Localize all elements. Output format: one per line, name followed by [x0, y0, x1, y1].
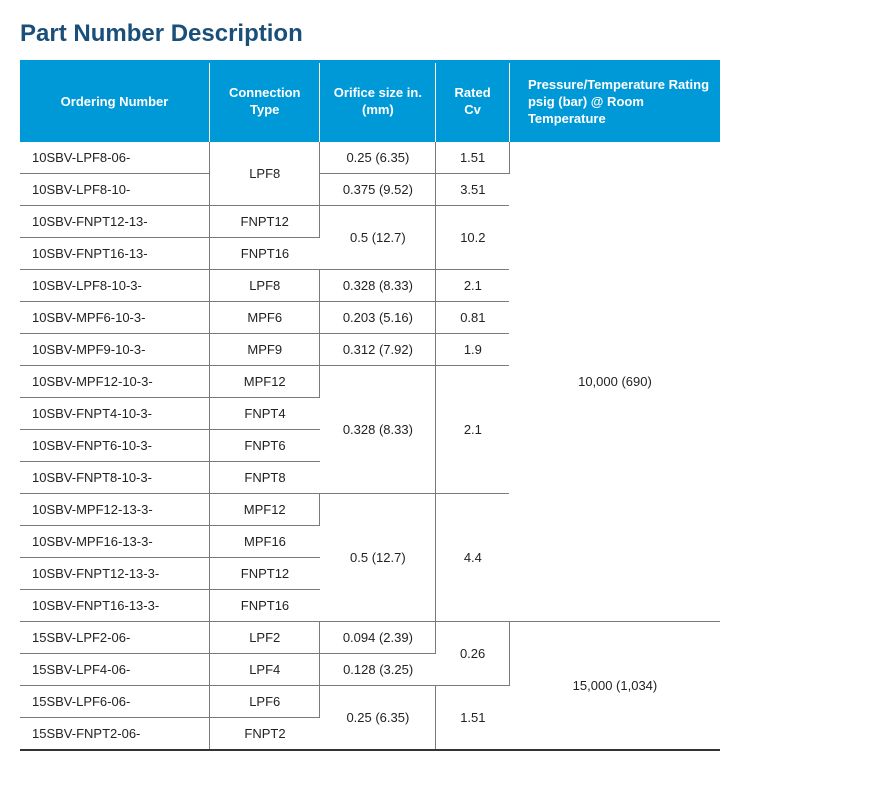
cell-cv: 2.1: [436, 269, 510, 301]
cell-orif: 0.128 (3.25): [320, 653, 436, 685]
col-connection: Connection Type: [209, 62, 320, 142]
cell-order: 10SBV-FNPT4-10-3-: [20, 397, 209, 429]
cell-conn: FNPT12: [209, 205, 320, 237]
col-ordering: Ordering Number: [20, 62, 209, 142]
cell-orif: 0.25 (6.35): [320, 685, 436, 750]
cell-order: 10SBV-LPF8-06-: [20, 142, 209, 174]
cell-orif: 0.5 (12.7): [320, 493, 436, 621]
cell-conn: LPF2: [209, 621, 320, 653]
cell-orif: 0.328 (8.33): [320, 365, 436, 493]
cell-order: 15SBV-LPF6-06-: [20, 685, 209, 717]
cell-cv: 1.51: [436, 685, 510, 750]
cell-order: 10SBV-FNPT12-13-3-: [20, 557, 209, 589]
cell-order: 10SBV-LPF8-10-: [20, 173, 209, 205]
table-header-row: Ordering Number Connection Type Orifice …: [20, 62, 720, 142]
cell-order: 10SBV-LPF8-10-3-: [20, 269, 209, 301]
cell-conn: FNPT12: [209, 557, 320, 589]
cell-order: 15SBV-LPF2-06-: [20, 621, 209, 653]
cell-order: 10SBV-MPF6-10-3-: [20, 301, 209, 333]
cell-orif: 0.25 (6.35): [320, 142, 436, 174]
cell-cv: 10.2: [436, 205, 510, 269]
cell-order: 10SBV-FNPT12-13-: [20, 205, 209, 237]
cell-pt: 15,000 (1,034): [509, 621, 720, 750]
cell-conn: LPF6: [209, 685, 320, 717]
cell-cv: 4.4: [436, 493, 510, 621]
cell-conn: LPF8: [209, 142, 320, 206]
cell-conn: FNPT4: [209, 397, 320, 429]
cell-orif: 0.203 (5.16): [320, 301, 436, 333]
part-number-table: Ordering Number Connection Type Orifice …: [20, 60, 720, 751]
table-row: 15SBV-LPF2-06- LPF2 0.094 (2.39) 0.26 15…: [20, 621, 720, 653]
cell-conn: FNPT8: [209, 461, 320, 493]
cell-order: 15SBV-FNPT2-06-: [20, 717, 209, 750]
cell-conn: FNPT2: [209, 717, 320, 750]
cell-cv: 0.26: [436, 621, 510, 685]
col-pt: Pressure/Temperature Rating psig (bar) @…: [509, 62, 720, 142]
cell-order: 10SBV-MPF12-10-3-: [20, 365, 209, 397]
cell-conn: MPF16: [209, 525, 320, 557]
cell-orif: 0.375 (9.52): [320, 173, 436, 205]
col-orifice: Orifice size in. (mm): [320, 62, 436, 142]
cell-cv: 1.51: [436, 142, 510, 174]
cell-orif: 0.094 (2.39): [320, 621, 436, 653]
cell-order: 10SBV-FNPT8-10-3-: [20, 461, 209, 493]
cell-order: 10SBV-FNPT6-10-3-: [20, 429, 209, 461]
cell-conn: LPF4: [209, 653, 320, 685]
cell-orif: 0.5 (12.7): [320, 205, 436, 269]
cell-cv: 1.9: [436, 333, 510, 365]
cell-conn: FNPT16: [209, 589, 320, 621]
col-cv: Rated Cv: [436, 62, 510, 142]
cell-order: 10SBV-MPF16-13-3-: [20, 525, 209, 557]
cell-cv: 3.51: [436, 173, 510, 205]
cell-orif: 0.312 (7.92): [320, 333, 436, 365]
cell-order: 15SBV-LPF4-06-: [20, 653, 209, 685]
cell-order: 10SBV-MPF12-13-3-: [20, 493, 209, 525]
cell-order: 10SBV-FNPT16-13-: [20, 237, 209, 269]
cell-conn: MPF12: [209, 365, 320, 397]
table-row: 10SBV-LPF8-06- LPF8 0.25 (6.35) 1.51 10,…: [20, 142, 720, 174]
cell-order: 10SBV-FNPT16-13-3-: [20, 589, 209, 621]
cell-order: 10SBV-MPF9-10-3-: [20, 333, 209, 365]
cell-conn: LPF8: [209, 269, 320, 301]
cell-conn: MPF6: [209, 301, 320, 333]
cell-orif: 0.328 (8.33): [320, 269, 436, 301]
cell-conn: FNPT16: [209, 237, 320, 269]
cell-conn: MPF9: [209, 333, 320, 365]
page-title: Part Number Description: [20, 20, 870, 48]
cell-pt: 10,000 (690): [509, 142, 720, 622]
cell-cv: 0.81: [436, 301, 510, 333]
cell-conn: MPF12: [209, 493, 320, 525]
cell-cv: 2.1: [436, 365, 510, 493]
cell-conn: FNPT6: [209, 429, 320, 461]
